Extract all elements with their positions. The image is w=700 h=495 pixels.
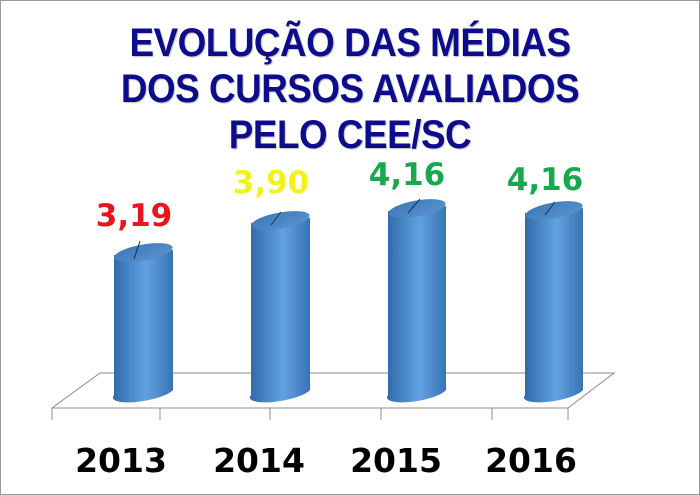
value-label-2013: 3,19 [96,198,173,234]
category-label-2015: 2015 [350,441,442,480]
category-label-2014: 2014 [213,441,305,480]
bar-2016: 4,16 [507,162,584,403]
value-label-2015: 4,16 [369,157,446,193]
title-line-1: EVOLUÇÃO DAS MÉDIAS [129,21,571,65]
value-label-2016: 4,16 [507,162,584,198]
chart-floor [51,372,616,420]
category-label-2016: 2016 [485,441,577,480]
x-axis-labels: 2013 2014 2015 2016 [75,441,577,480]
title-line-3: PELO CEE/SC [228,113,472,157]
title-line-2: DOS CURSOS AVALIADOS [120,67,580,111]
value-label-2014: 3,90 [233,165,310,201]
chart-title: EVOLUÇÃO DAS MÉDIAS DOS CURSOS AVALIADOS… [0,20,700,158]
bar-2013: 3,19 [96,198,173,403]
category-label-2013: 2013 [75,441,167,480]
bar-2014: 3,90 [233,165,310,403]
bar-2015: 4,16 [369,157,446,403]
